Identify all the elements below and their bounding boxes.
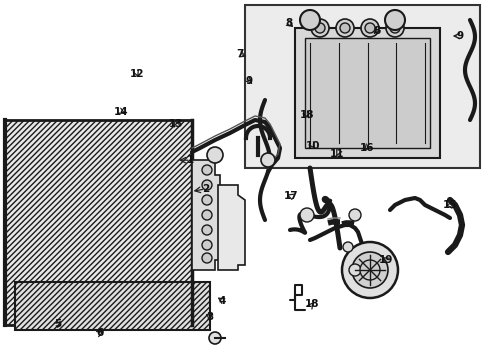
Text: 16: 16 — [359, 143, 373, 153]
Text: 2: 2 — [202, 184, 208, 194]
Text: 8: 8 — [285, 18, 291, 28]
Circle shape — [360, 19, 378, 37]
Circle shape — [202, 240, 212, 250]
Text: 4: 4 — [218, 296, 226, 306]
Circle shape — [202, 210, 212, 220]
Circle shape — [261, 153, 274, 167]
Text: 5: 5 — [54, 319, 61, 329]
Circle shape — [202, 225, 212, 235]
Text: 11: 11 — [329, 149, 344, 159]
Circle shape — [339, 23, 349, 33]
Bar — [244, 5, 479, 168]
Circle shape — [385, 19, 403, 37]
Circle shape — [208, 332, 221, 344]
Circle shape — [299, 10, 319, 30]
Circle shape — [359, 260, 379, 280]
Text: 3: 3 — [206, 312, 213, 322]
Circle shape — [364, 23, 374, 33]
Bar — [15, 282, 209, 330]
Text: 10: 10 — [305, 141, 320, 151]
Bar — [294, 28, 439, 158]
Circle shape — [348, 209, 360, 221]
Circle shape — [202, 195, 212, 205]
Circle shape — [202, 253, 212, 263]
Text: 9: 9 — [455, 31, 462, 41]
Text: 13: 13 — [168, 119, 183, 129]
Text: 6: 6 — [97, 328, 103, 338]
Text: 7: 7 — [235, 49, 243, 59]
Text: 18: 18 — [304, 299, 319, 309]
Polygon shape — [218, 185, 244, 270]
Circle shape — [351, 252, 387, 288]
Text: 17: 17 — [283, 191, 298, 201]
Text: 18: 18 — [299, 110, 314, 120]
Text: 1: 1 — [187, 155, 194, 165]
Circle shape — [341, 242, 397, 298]
Text: 9: 9 — [245, 76, 252, 86]
Text: 8: 8 — [372, 26, 379, 36]
Circle shape — [299, 208, 313, 222]
Polygon shape — [192, 160, 220, 270]
Circle shape — [384, 10, 404, 30]
Bar — [5, 120, 192, 325]
Text: 19: 19 — [378, 255, 393, 265]
Circle shape — [202, 165, 212, 175]
Circle shape — [348, 264, 360, 276]
Circle shape — [206, 147, 223, 163]
Circle shape — [335, 19, 353, 37]
Circle shape — [202, 180, 212, 190]
Text: 15: 15 — [442, 200, 456, 210]
Text: 12: 12 — [129, 69, 144, 79]
Circle shape — [310, 19, 328, 37]
Text: 14: 14 — [114, 107, 128, 117]
Bar — [305, 38, 429, 148]
Circle shape — [389, 23, 399, 33]
Circle shape — [342, 242, 352, 252]
Circle shape — [314, 23, 325, 33]
